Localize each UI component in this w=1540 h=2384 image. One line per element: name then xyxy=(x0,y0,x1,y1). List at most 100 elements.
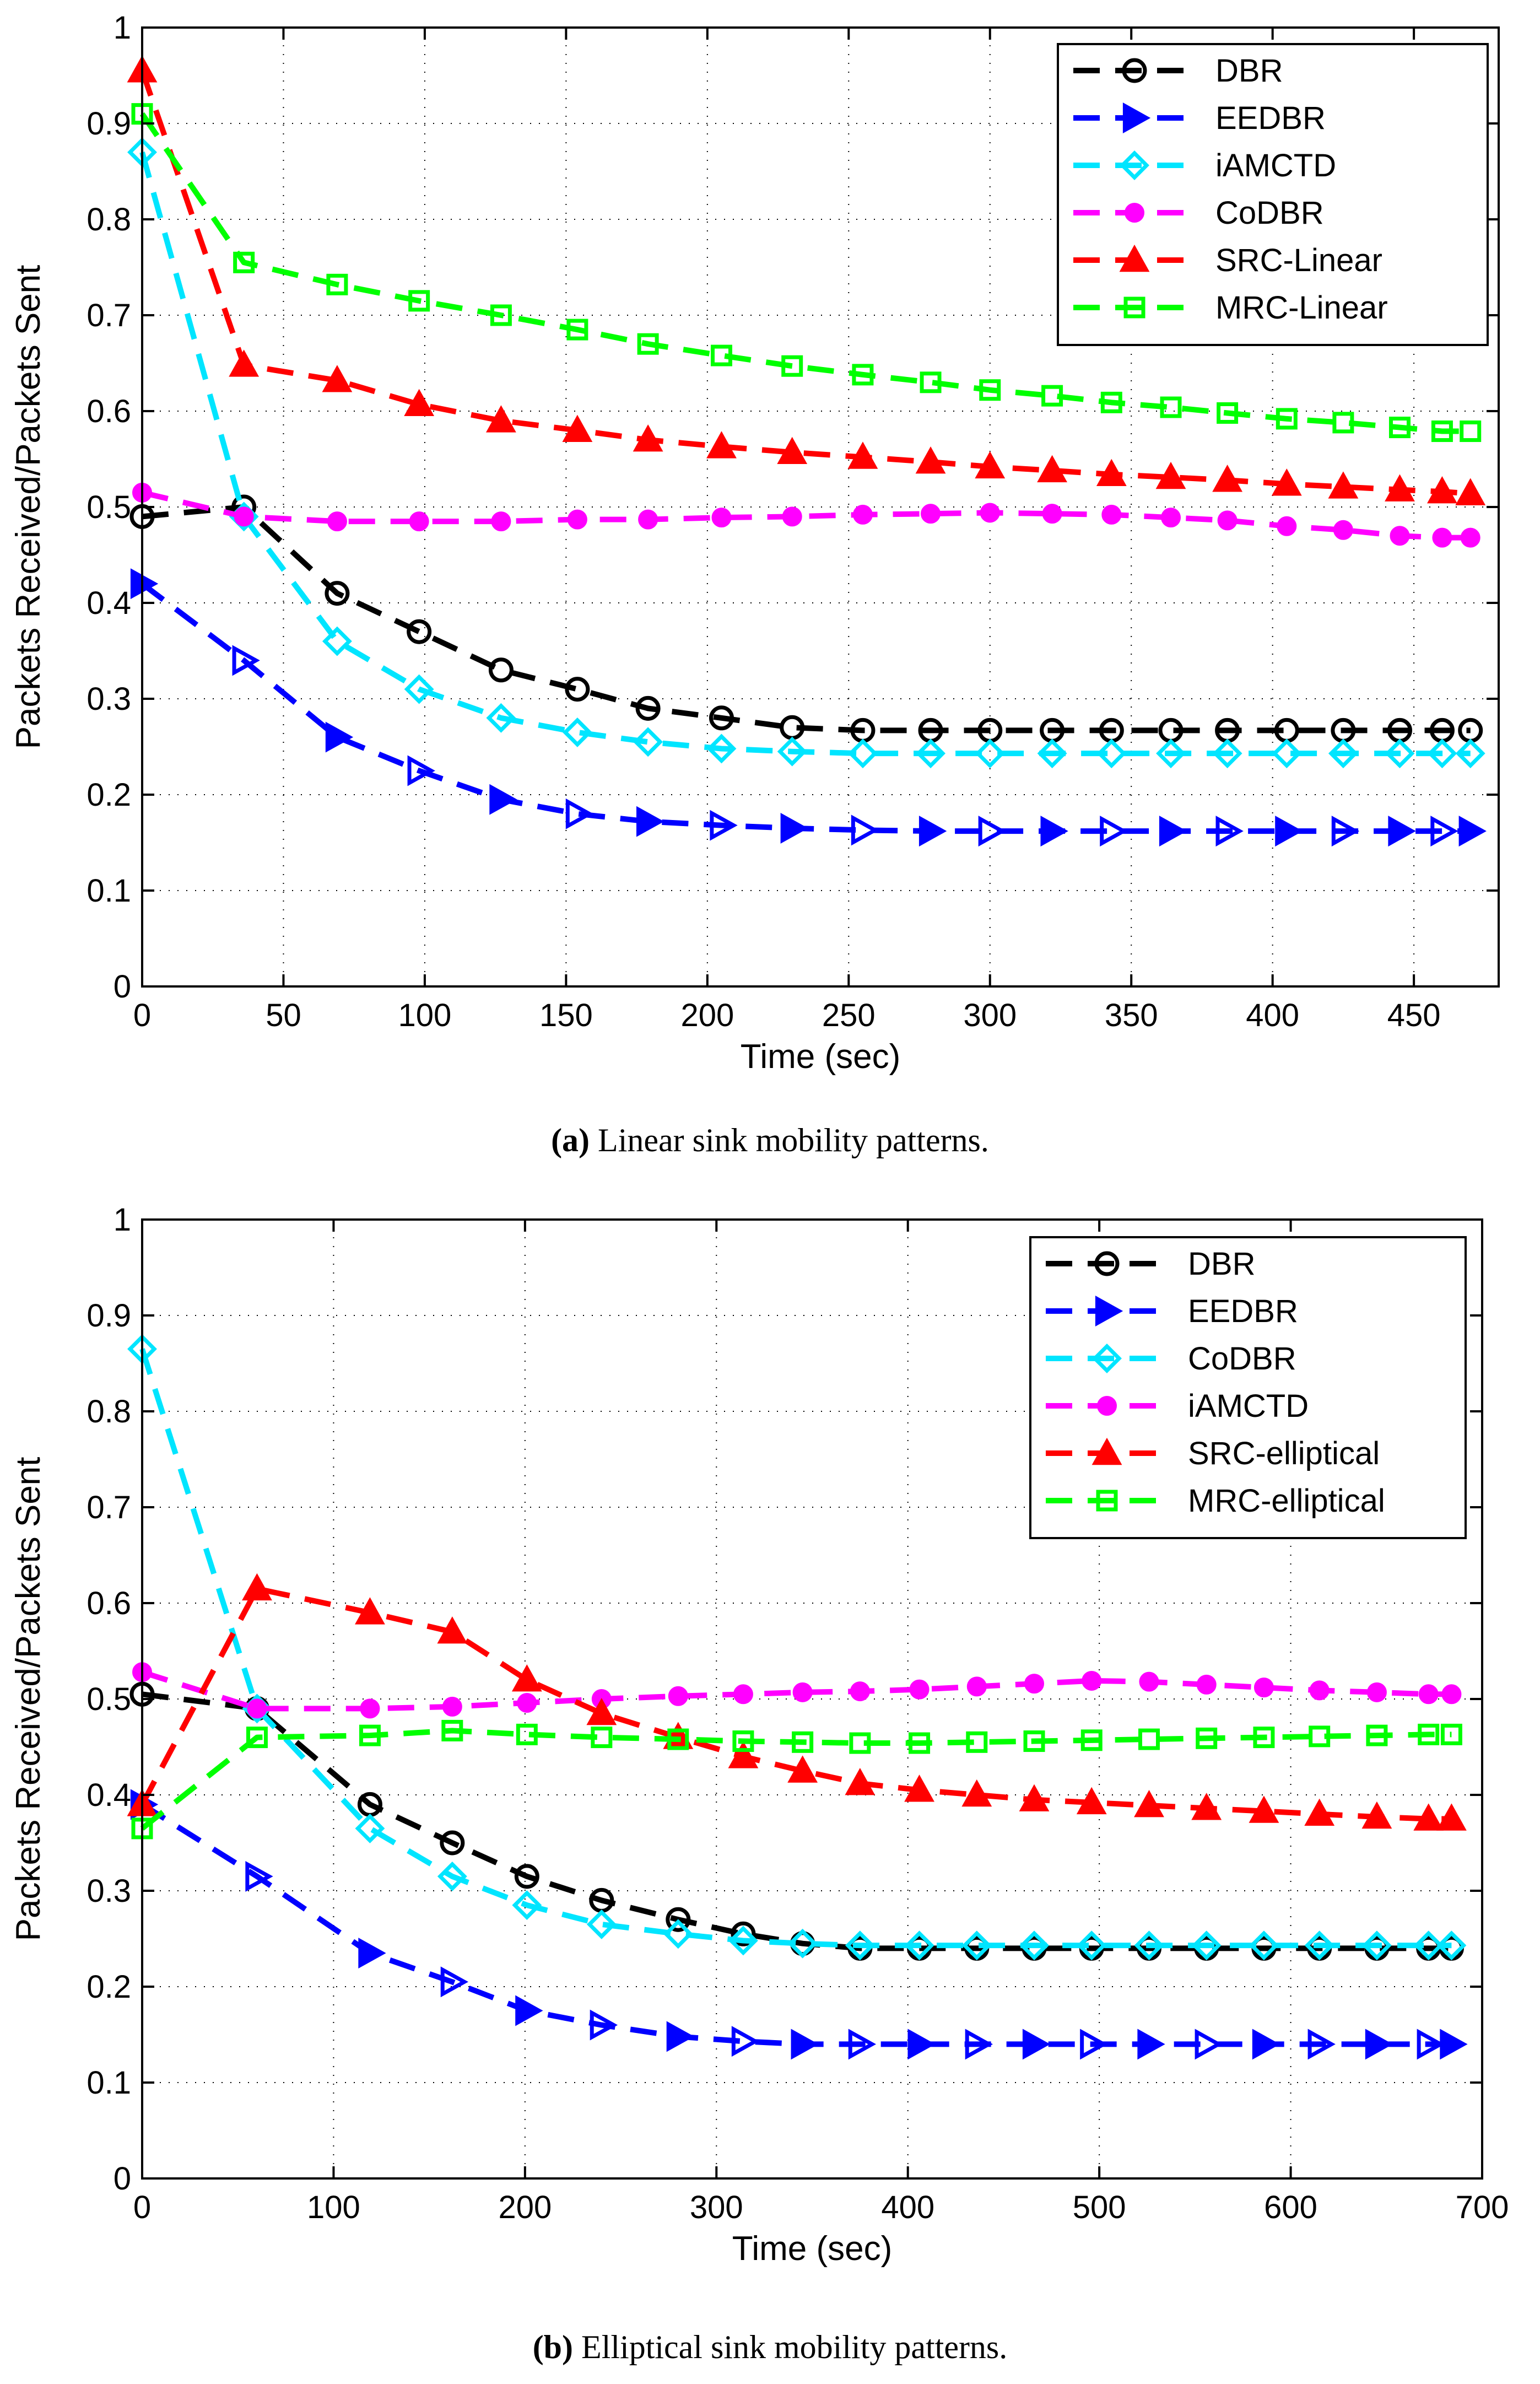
x-tick-label: 50 xyxy=(266,997,301,1033)
data-point xyxy=(514,1864,539,1889)
y-axis-label: Packets Received/Packets Sent xyxy=(9,265,47,749)
series-src-elliptical xyxy=(127,1573,1467,1831)
data-point xyxy=(710,810,738,841)
data-point xyxy=(562,717,592,747)
data-point xyxy=(1024,1674,1045,1694)
data-point xyxy=(966,1731,988,1753)
data-point xyxy=(666,1907,691,1932)
y-tick-label: 0.3 xyxy=(87,681,131,717)
data-point xyxy=(1304,1930,1334,1961)
data-point xyxy=(1159,816,1187,847)
data-point xyxy=(1077,1930,1107,1961)
x-tick-label: 400 xyxy=(1246,997,1299,1033)
data-point xyxy=(229,349,260,377)
data-point xyxy=(1272,738,1302,769)
data-point xyxy=(1436,1803,1467,1831)
caption-a-letter: (a) xyxy=(551,1122,590,1158)
data-point xyxy=(1436,1930,1467,1961)
data-point xyxy=(706,431,737,459)
legend-item: CoDBR xyxy=(1073,195,1324,231)
x-tick-label: 200 xyxy=(498,2189,552,2225)
series-line xyxy=(139,1348,1452,1949)
data-point xyxy=(1161,508,1181,528)
data-point xyxy=(1191,1930,1222,1961)
x-axis-label: Time (sec) xyxy=(732,2230,892,2268)
data-point xyxy=(1413,1930,1444,1961)
data-point xyxy=(915,446,946,474)
data-point xyxy=(787,1928,818,1959)
chart-b-svg: 0 100 200 300 400 500 600 700 0 0.1 0.2 0.3 0.4 0.5 0.… xyxy=(9,1202,1509,2268)
legend-item: iAMCTD xyxy=(1073,148,1336,184)
y-tick-label: 0.4 xyxy=(87,585,131,621)
legend-marker xyxy=(1119,244,1150,272)
data-point xyxy=(663,1919,693,1949)
y-tick-label: 0.5 xyxy=(87,489,131,525)
data-point xyxy=(442,1696,462,1717)
data-point xyxy=(791,2029,819,2060)
data-point xyxy=(921,504,941,524)
legend-item: SRC-elliptical xyxy=(1046,1436,1380,1471)
data-point xyxy=(562,414,593,442)
data-point xyxy=(1022,2029,1051,2060)
data-point xyxy=(777,736,807,767)
data-point xyxy=(728,1925,758,1956)
data-point xyxy=(1309,1680,1330,1701)
legend-label: CoDBR xyxy=(1188,1341,1296,1377)
series-line xyxy=(139,151,1471,757)
data-point xyxy=(909,1679,930,1700)
y-tick-label: 0.8 xyxy=(87,202,131,238)
data-point xyxy=(1277,516,1297,536)
ticks: 0 50 100 150 200 250 300 350 400 450 0 0.1 0.2 0.3 0.4… xyxy=(87,10,1499,1033)
data-point xyxy=(1388,816,1416,847)
data-point xyxy=(710,344,732,366)
series-line xyxy=(140,1728,1452,1831)
data-point xyxy=(359,1724,381,1746)
data-point xyxy=(1156,738,1186,769)
series-line xyxy=(139,112,1471,434)
data-point xyxy=(852,364,874,386)
data-point xyxy=(1134,1790,1164,1817)
data-point xyxy=(904,1930,934,1961)
data-point xyxy=(441,1719,463,1741)
data-point xyxy=(242,1573,272,1601)
legend-marker xyxy=(1094,1251,1120,1276)
data-point xyxy=(486,405,516,433)
data-point xyxy=(1195,2029,1223,2060)
data-point xyxy=(966,1676,987,1697)
y-tick-label: 0.2 xyxy=(87,777,131,813)
data-point xyxy=(1253,1678,1274,1698)
data-point xyxy=(517,1692,537,1713)
data-point xyxy=(787,1755,818,1783)
legend-marker xyxy=(1097,1396,1117,1416)
legend-marker xyxy=(1096,1490,1118,1512)
x-tick-label: 350 xyxy=(1105,997,1158,1033)
data-point xyxy=(1137,2029,1165,2060)
data-point xyxy=(1191,1793,1222,1820)
data-point xyxy=(1455,738,1485,769)
data-point xyxy=(847,441,878,469)
data-point xyxy=(512,1890,542,1921)
data-point xyxy=(1101,504,1122,525)
data-point xyxy=(965,2029,993,2060)
y-tick-label: 0.4 xyxy=(87,1777,131,1813)
x-tick-label: 100 xyxy=(398,997,452,1033)
data-point xyxy=(1252,2029,1280,2060)
data-point xyxy=(486,703,516,733)
panel-b-elliptical: 0 100 200 300 400 500 600 700 0 0.1 0.2 0.3 0.4 0.5 0.… xyxy=(0,1192,1540,2384)
y-tick-label: 0.2 xyxy=(87,1969,131,2005)
data-point xyxy=(322,365,353,392)
legend-label: SRC-elliptical xyxy=(1188,1436,1380,1471)
data-point xyxy=(666,2021,695,2052)
y-tick-label: 0.1 xyxy=(87,873,131,909)
legend-label: iAMCTD xyxy=(1215,148,1336,184)
x-tick-label: 600 xyxy=(1264,2189,1317,2225)
data-point xyxy=(1249,1930,1279,1961)
data-point xyxy=(633,424,663,452)
data-point xyxy=(1160,396,1182,418)
x-tick-label: 0 xyxy=(133,2189,151,2225)
data-point xyxy=(1253,1727,1275,1749)
data-point xyxy=(360,1698,380,1719)
data-point xyxy=(1037,455,1067,483)
x-tick-label: 150 xyxy=(539,997,593,1033)
series-line xyxy=(141,1669,1452,1712)
